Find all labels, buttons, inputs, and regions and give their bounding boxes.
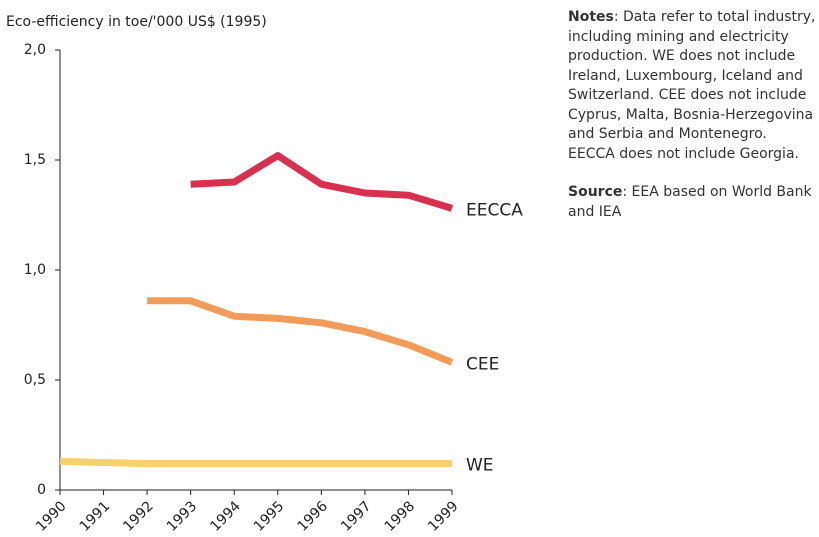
- y-tick-label: 1,5: [24, 152, 46, 168]
- x-tick-label: 1991: [77, 498, 114, 535]
- y-tick-label: 0,5: [24, 372, 46, 388]
- x-tick-label: 1997: [338, 498, 375, 535]
- x-tick-label: 1996: [294, 498, 331, 535]
- series-label: CEE: [466, 354, 499, 374]
- y-tick-label: 0: [37, 482, 46, 498]
- notes-text: Notes: Data refer to total industry, inc…: [568, 8, 818, 164]
- line-series: [59, 457, 452, 468]
- y-tick-label: 1,0: [24, 262, 46, 278]
- y-axis-label: Eco-efficiency in toe/'000 US$ (1995): [6, 14, 267, 30]
- x-tick-label: 1998: [382, 498, 419, 535]
- y-tick-label: 2,0: [24, 42, 46, 58]
- notes-label: Notes: [568, 9, 614, 25]
- series-label: EECCA: [466, 200, 523, 220]
- x-tick-label: 1992: [120, 498, 157, 535]
- source-text: Source: EEA based on World Bank and IEA: [568, 183, 818, 222]
- x-tick-label: 1995: [251, 498, 288, 535]
- line-series: [190, 152, 454, 212]
- source-label: Source: [568, 184, 623, 200]
- chart: Eco-efficiency in toe/'000 US$ (1995) 0 0…: [6, 14, 523, 535]
- series-label: WE: [466, 456, 494, 476]
- notes: Notes: Data refer to total industry, inc…: [568, 8, 818, 241]
- x-tick-label: 1994: [207, 498, 244, 535]
- line-series: [147, 297, 454, 366]
- notes-body: : Data refer to total industry, includin…: [568, 9, 816, 162]
- x-tick-label: 1993: [164, 498, 201, 535]
- x-tick-label: 1990: [33, 498, 70, 535]
- x-tick-label: 1999: [425, 498, 462, 535]
- source-body: : EEA based on World Bank and IEA: [568, 184, 812, 220]
